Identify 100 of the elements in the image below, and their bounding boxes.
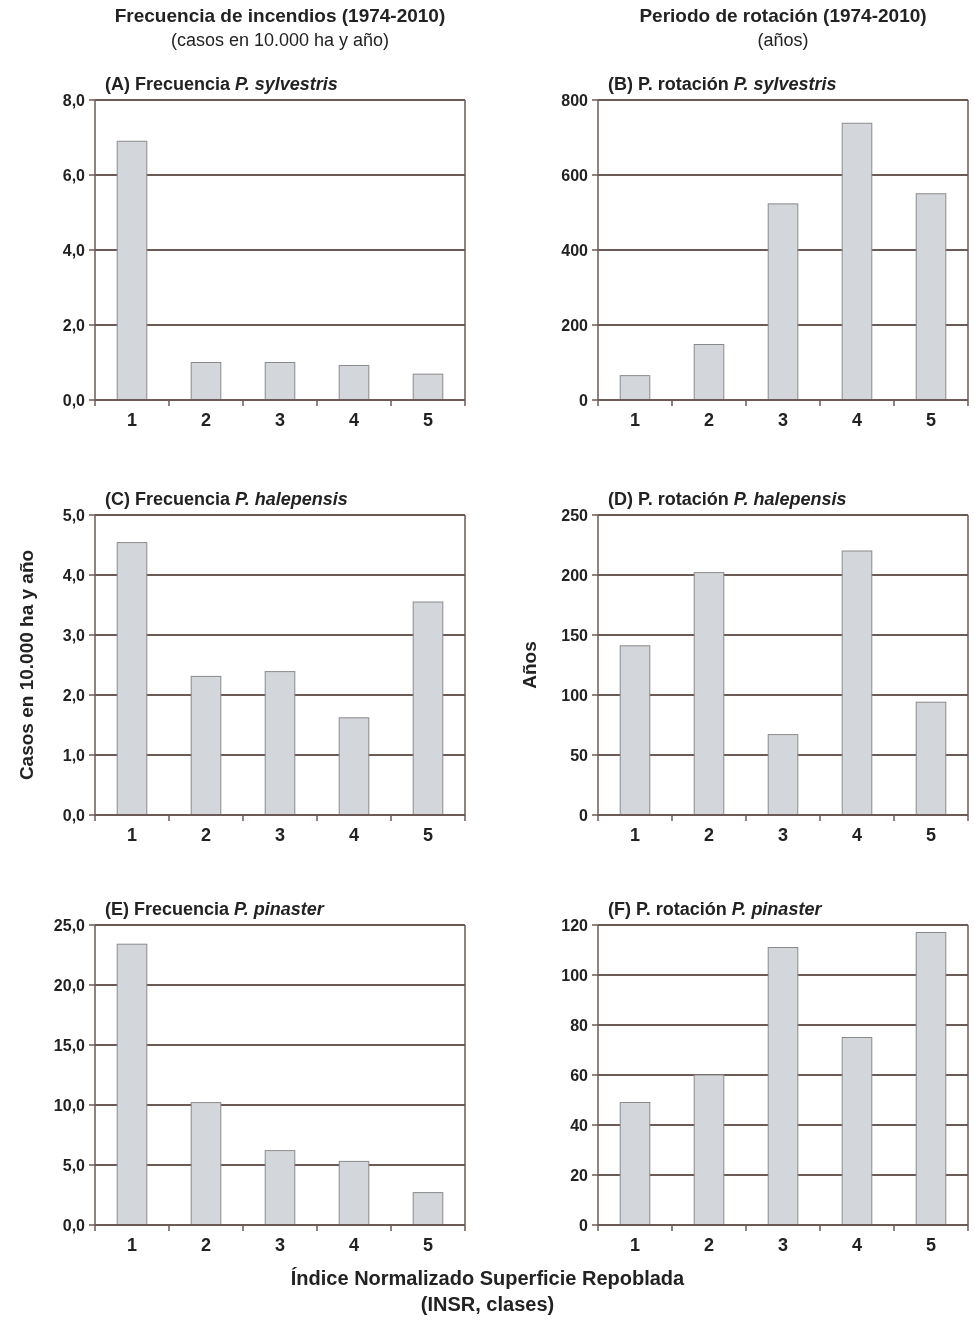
x-tick-label: 3 <box>274 825 286 845</box>
bar <box>841 550 873 816</box>
y-tick-label: 0 <box>579 391 589 409</box>
bar <box>412 373 444 401</box>
chart-title: (C) Frecuencia P. halepensis <box>105 489 348 509</box>
x-tick-label: 1 <box>629 825 641 845</box>
y-tick-label: 10,0 <box>53 1096 86 1114</box>
y-tick-label: 50 <box>570 746 589 764</box>
text: Periodo de rotación (1974-2010) <box>639 5 927 26</box>
x-tick-label: 4 <box>851 825 863 845</box>
bar <box>619 1102 651 1226</box>
bar <box>338 365 370 401</box>
x-tick-label: 1 <box>126 1235 138 1255</box>
y-tick-label: 80 <box>570 1016 589 1034</box>
chart-title: (B) P. rotación P. sylvestris <box>608 74 837 94</box>
y-tick-label: 2,0 <box>62 686 86 704</box>
y-tick-label: 6,0 <box>62 166 86 184</box>
y-tick-label: 800 <box>561 91 589 109</box>
y-tick-label: 200 <box>561 566 589 584</box>
x-tick-label: 1 <box>126 825 138 845</box>
bar <box>264 1150 296 1226</box>
bar <box>619 375 651 401</box>
x-tick-label: 2 <box>703 410 715 430</box>
x-tick-label: 1 <box>629 1235 641 1255</box>
x-tick-label: 1 <box>629 410 641 430</box>
y-tick-label: 3,0 <box>62 626 86 644</box>
bar <box>116 943 148 1226</box>
x-tick-label: 2 <box>703 825 715 845</box>
text: (casos en 10.000 ha y año) <box>170 30 390 50</box>
x-tick-label: 2 <box>703 1235 715 1255</box>
y-tick-label: 4,0 <box>62 566 86 584</box>
x-tick-label: 4 <box>348 825 360 845</box>
x-tick-label: 5 <box>422 825 434 845</box>
y-tick-label: 1,0 <box>62 746 86 764</box>
bar <box>915 701 947 816</box>
x-tick-label: 5 <box>422 410 434 430</box>
bar <box>841 122 873 401</box>
y-tick-label: 0 <box>579 806 589 824</box>
chart-title: (F) P. rotación P. pinaster <box>608 899 823 919</box>
y-tick-label: 120 <box>561 916 589 934</box>
y-tick-label: 5,0 <box>62 506 86 524</box>
bar <box>841 1037 873 1226</box>
y-tick-label: 100 <box>561 966 589 984</box>
y-tick-label: 200 <box>561 316 589 334</box>
bar <box>693 1074 725 1226</box>
x-axis-title: Índice Normalizado Superficie Repoblada (INSR, clases) <box>290 1267 686 1315</box>
x-tick-label: 3 <box>777 410 789 430</box>
y-tick-label: 60 <box>570 1066 589 1084</box>
bar <box>264 671 296 816</box>
y-tick-label: 25,0 <box>53 916 86 934</box>
bar <box>190 362 222 401</box>
x-tick-label: 5 <box>925 410 937 430</box>
bar <box>767 203 799 401</box>
x-tick-label: 3 <box>274 1235 286 1255</box>
bar <box>693 572 725 816</box>
bar <box>190 675 222 816</box>
y-tick-label: 400 <box>561 241 589 259</box>
x-tick-label: 4 <box>851 410 863 430</box>
bar <box>338 1160 370 1226</box>
x-tick-label: 2 <box>200 410 212 430</box>
x-tick-label: 2 <box>200 825 212 845</box>
x-tick-label: 5 <box>422 1235 434 1255</box>
x-tick-label: 4 <box>348 1235 360 1255</box>
bar <box>338 717 370 816</box>
y-axis-title: Años <box>519 641 540 689</box>
bar <box>915 932 947 1226</box>
x-tick-label: 4 <box>851 1235 863 1255</box>
y-tick-label: 2,0 <box>62 316 86 334</box>
y-tick-label: 15,0 <box>53 1036 86 1054</box>
y-tick-label: 0,0 <box>62 806 86 824</box>
y-tick-label: 0,0 <box>62 391 86 409</box>
bar <box>116 140 148 401</box>
y-tick-label: 100 <box>561 686 589 704</box>
bar <box>767 734 799 816</box>
y-tick-label: 0,0 <box>62 1216 86 1234</box>
bar <box>190 1102 222 1226</box>
y-axis-title: Casos en 10.000 ha y año <box>16 549 37 781</box>
x-tick-label: 3 <box>777 825 789 845</box>
y-tick-label: 4,0 <box>62 241 86 259</box>
bar <box>116 542 148 816</box>
bar <box>915 193 947 401</box>
chart-title: (A) Frecuencia P. sylvestris <box>105 74 338 94</box>
x-tick-label: 2 <box>200 1235 212 1255</box>
y-tick-label: 8,0 <box>62 91 86 109</box>
x-tick-label: 3 <box>274 410 286 430</box>
y-tick-label: 150 <box>561 626 589 644</box>
y-tick-label: 20,0 <box>53 976 86 994</box>
bar <box>693 344 725 401</box>
x-tick-label: 4 <box>348 410 360 430</box>
chart-title: (D) P. rotación P. halepensis <box>608 489 847 509</box>
bar <box>412 601 444 816</box>
y-tick-label: 40 <box>570 1116 589 1134</box>
x-tick-label: 3 <box>777 1235 789 1255</box>
text: Frecuencia de incendios (1974-2010) <box>114 5 446 26</box>
bar <box>619 645 651 816</box>
bar <box>412 1192 444 1226</box>
chart-title: (E) Frecuencia P. pinaster <box>105 899 325 919</box>
bar <box>264 362 296 401</box>
y-tick-label: 5,0 <box>62 1156 86 1174</box>
y-tick-label: 600 <box>561 166 589 184</box>
